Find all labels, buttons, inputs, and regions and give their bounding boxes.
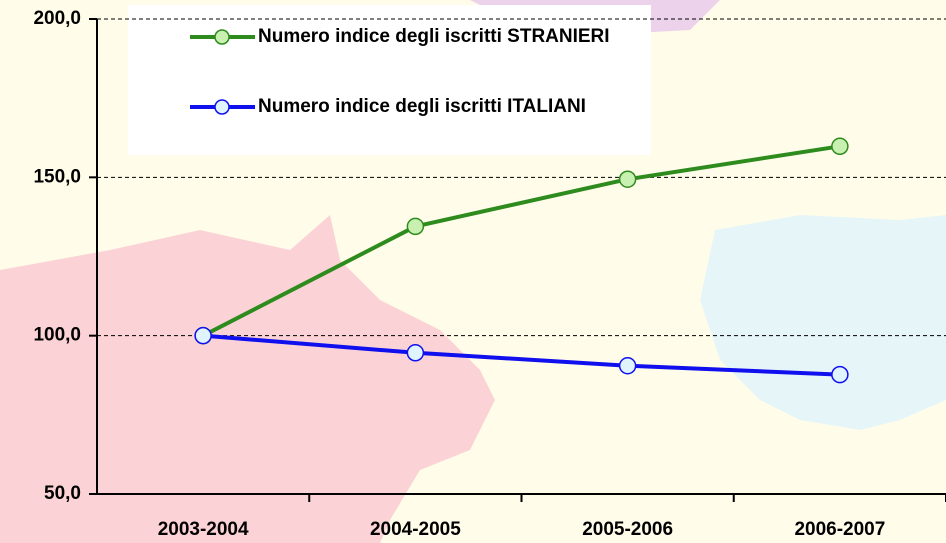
legend-marker	[214, 29, 230, 45]
data-point	[831, 137, 849, 156]
data-point	[618, 170, 637, 188]
data-point	[831, 365, 849, 384]
legend-box	[128, 5, 651, 155]
y-tick-label: 150,0	[33, 166, 81, 187]
series-line	[202, 144, 841, 338]
legend-marker	[214, 99, 230, 115]
x-tick-label: 2005-2006	[582, 519, 673, 540]
series-line	[202, 333, 840, 377]
data-point	[406, 344, 425, 362]
y-tick-label: 50,0	[44, 483, 81, 504]
x-tick-label: 2006-2007	[794, 519, 885, 540]
x-tick-label: 2004-2005	[370, 519, 461, 540]
legend-label: Numero indice degli iscritti ITALIANI	[258, 96, 586, 117]
x-tick-label: 2003-2004	[158, 519, 249, 540]
legend-label: Numero indice degli iscritti STRANIERI	[258, 26, 610, 47]
y-tick-label: 200,0	[33, 8, 81, 29]
data-point	[194, 326, 212, 345]
data-point	[406, 217, 425, 236]
data-point	[618, 357, 637, 375]
y-tick-label: 100,0	[33, 325, 81, 346]
